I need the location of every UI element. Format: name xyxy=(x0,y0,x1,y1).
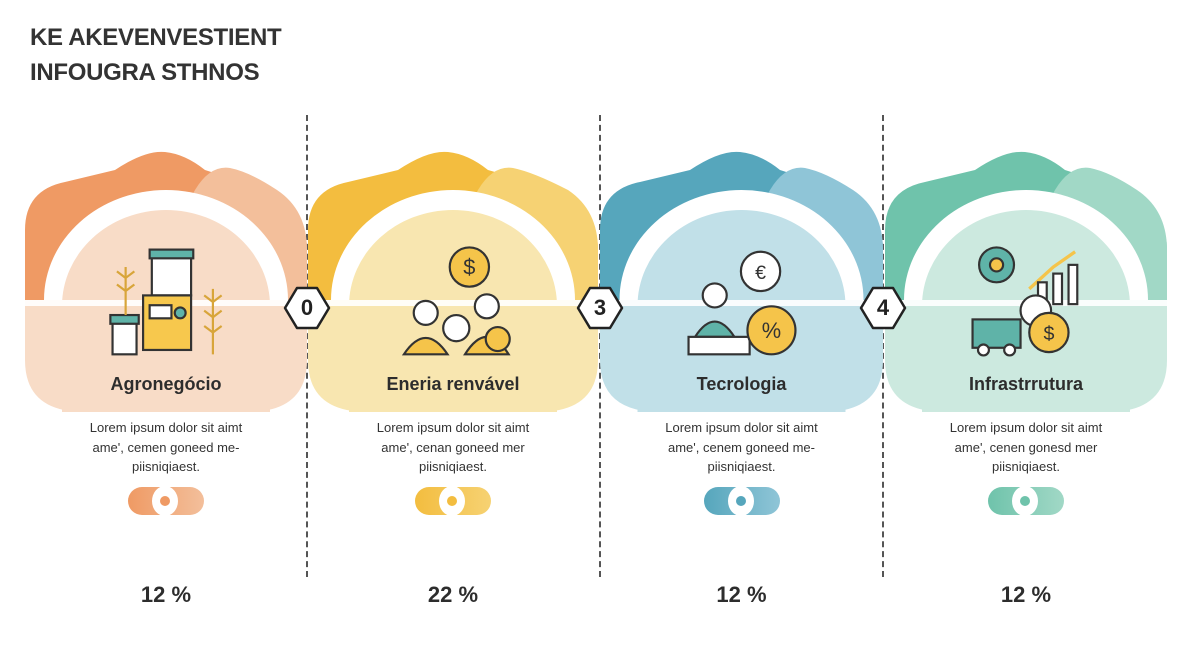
divider xyxy=(882,115,884,577)
step-badge-number: 3 xyxy=(593,295,607,320)
card-2: $ Eneria renvável Lorem ipsum dolor sit … xyxy=(308,150,598,607)
toggle-pill[interactable] xyxy=(415,486,491,516)
card-percentage: 12 % xyxy=(140,582,192,607)
description-line: Lorem ipsum dolor sit aimt xyxy=(949,420,1103,435)
description-line: piisniqiaest. xyxy=(132,459,200,474)
card-shape xyxy=(885,151,1167,412)
description-line: Lorem ipsum dolor sit aimt xyxy=(376,420,530,435)
card-description: Lorem ipsum dolor sit aimt ame', cemen g… xyxy=(55,418,277,477)
svg-text:%: % xyxy=(761,318,780,343)
toggle-knob xyxy=(727,486,754,516)
people-money-icon: $ xyxy=(401,246,511,356)
card-label: Infrastrrutura xyxy=(968,374,1084,394)
card-percentage: 22 % xyxy=(427,582,479,607)
agriculture-icon xyxy=(109,248,223,356)
infrastructure-gears-icon: $ xyxy=(971,246,1079,357)
step-badge-number: 0 xyxy=(300,295,314,320)
svg-text:$: $ xyxy=(1043,323,1054,345)
step-badge: 4 xyxy=(859,284,907,332)
infographic-title-line-1: KE AKEVENVESTIENT xyxy=(30,24,282,51)
description-line: piisniqiaest. xyxy=(992,459,1060,474)
technology-finance-icon: €% xyxy=(686,250,797,356)
toggle-knob xyxy=(439,486,465,516)
description-line: piisniqiaest. xyxy=(419,459,487,474)
description-line: ame', cenen gonesd mer xyxy=(954,439,1098,455)
card-description: Lorem ipsum dolor sit aimt ame', cenem g… xyxy=(631,418,853,477)
card-3: €% Tecrologia Lorem ipsum dolor sit aimt… xyxy=(600,150,883,607)
step-badge: 0 xyxy=(283,284,331,332)
card-4: $ Infrastrrutura Lorem ipsum dolor sit a… xyxy=(885,150,1167,607)
card-shape xyxy=(308,151,598,412)
card-description: Lorem ipsum dolor sit aimt ame', cenan g… xyxy=(342,418,564,477)
svg-text:€: € xyxy=(755,262,766,284)
step-badge-number: 4 xyxy=(876,295,890,320)
card-percentage: 12 % xyxy=(1000,582,1052,607)
knob-dot xyxy=(1020,496,1030,506)
description-line: ame', cemen goneed me- xyxy=(92,439,240,455)
card-label: Tecrologia xyxy=(696,374,787,394)
card-label: Agronegócio xyxy=(110,374,222,394)
card-description: Lorem ipsum dolor sit aimt ame', cenen g… xyxy=(915,418,1137,477)
toggle-knob xyxy=(152,486,178,516)
description-line: piisniqiaest. xyxy=(707,459,776,474)
divider xyxy=(306,115,308,577)
card-percentage: 12 % xyxy=(716,582,767,607)
knob-dot xyxy=(160,496,170,506)
svg-text:$: $ xyxy=(463,255,475,280)
card-label: Eneria renvável xyxy=(386,374,520,394)
infographic-title-line-2: INFOUGRA STHNOS xyxy=(30,59,260,86)
knob-dot xyxy=(447,496,457,506)
description-line: ame', cenan goneed mer xyxy=(381,439,525,455)
knob-dot xyxy=(735,496,746,506)
card-shape xyxy=(25,151,307,412)
toggle-pill[interactable] xyxy=(703,486,780,516)
toggle-knob xyxy=(1012,486,1038,516)
toggle-pill[interactable] xyxy=(988,486,1064,516)
step-badge: 3 xyxy=(576,284,624,332)
description-line: Lorem ipsum dolor sit aimt xyxy=(89,420,243,435)
description-line: Lorem ipsum dolor sit aimt xyxy=(665,420,818,435)
description-line: ame', cenem goneed me- xyxy=(667,439,815,455)
toggle-pill[interactable] xyxy=(128,486,204,516)
card-1: Agronegócio Lorem ipsum dolor sit aimt a… xyxy=(25,150,307,607)
